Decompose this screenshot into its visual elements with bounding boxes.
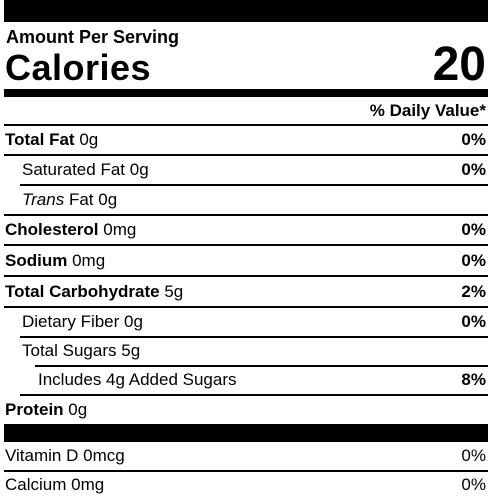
- nutrient-amount: 0g: [68, 400, 88, 419]
- vitamin-amount: 0mcg: [83, 446, 125, 465]
- vitamin-label: Vitamin D 0mcg: [5, 446, 125, 465]
- daily-value: 0%: [461, 446, 486, 465]
- daily-value: 0%: [461, 220, 486, 239]
- thick-rule: [4, 424, 488, 442]
- nutrient-label: Trans Fat 0g: [22, 190, 117, 209]
- amount-per-serving: Amount Per Serving: [6, 27, 180, 47]
- nutrient-label: Includes 4g Added Sugars: [38, 370, 236, 389]
- nutrient-label-italic: Trans: [22, 190, 65, 209]
- vitamin-row: Calcium 0mg 0%: [5, 471, 486, 499]
- vitamin-name: Calcium: [5, 475, 67, 494]
- daily-value-heading: % Daily Value*: [369, 101, 486, 120]
- nutrient-name: Dietary Fiber: [22, 312, 120, 331]
- nutrient-label: Total Sugars 5g: [22, 341, 140, 360]
- nutrient-name: Includes 4g Added Sugars: [38, 370, 237, 389]
- nutrient-row: Cholesterol 0mg 0%: [5, 216, 486, 244]
- nutrient-row: Total Sugars 5g: [5, 337, 486, 365]
- nutrient-amount: 0g: [98, 190, 118, 209]
- rule: [4, 244, 488, 246]
- nutrient-amount: 0g: [129, 160, 149, 179]
- nutrient-name: Total Carbohydrate: [5, 282, 160, 301]
- nutrient-label: Dietary Fiber 0g: [22, 312, 143, 331]
- daily-value: 2%: [461, 282, 486, 301]
- nutrient-name: Protein: [5, 400, 64, 419]
- nutrient-row: Total Fat 0g 0%: [5, 126, 486, 154]
- daily-value: 8%: [461, 370, 486, 389]
- thick-rule: [4, 89, 488, 97]
- nutrient-name: Total Fat: [5, 130, 75, 149]
- nutrient-label: Saturated Fat 0g: [22, 160, 149, 179]
- daily-value: 0%: [461, 312, 486, 331]
- nutrient-amount: 5g: [164, 282, 184, 301]
- rule: [4, 124, 488, 126]
- nutrient-label: Sodium 0mg: [5, 251, 105, 270]
- nutrient-label: Total Carbohydrate 5g: [5, 282, 183, 301]
- daily-value: 0%: [461, 160, 486, 179]
- nutrient-row: Saturated Fat 0g 0%: [5, 156, 486, 184]
- daily-value: 0%: [461, 251, 486, 270]
- rule: [20, 336, 488, 338]
- rule: [4, 470, 488, 472]
- nutrient-amount: 0mg: [103, 220, 137, 239]
- calories-label: Calories: [5, 47, 152, 88]
- rule: [4, 154, 488, 156]
- rule: [35, 365, 488, 367]
- rule: [4, 275, 488, 277]
- nutrient-amount: 0mg: [72, 251, 106, 270]
- nutrient-row: Includes 4g Added Sugars 8%: [5, 366, 486, 394]
- rule: [20, 394, 488, 396]
- rule: [4, 214, 488, 216]
- nutrient-name: Sodium: [5, 251, 68, 270]
- nutrient-row: Dietary Fiber 0g 0%: [5, 308, 486, 336]
- top-bar: [4, 0, 488, 22]
- rule: [20, 184, 488, 186]
- nutrient-row: Protein 0g: [5, 396, 486, 424]
- nutrient-row: Total Carbohydrate 5g 2%: [5, 278, 486, 306]
- nutrient-name: Total Sugars: [22, 341, 117, 360]
- nutrient-name: Cholesterol: [5, 220, 99, 239]
- daily-value: 0%: [461, 475, 486, 494]
- nutrient-label: Protein 0g: [5, 400, 87, 419]
- rule: [4, 306, 488, 308]
- calories-value: 20: [432, 38, 486, 91]
- vitamin-amount: 0mg: [71, 475, 105, 494]
- vitamin-name: Vitamin D: [5, 446, 79, 465]
- nutrient-label: Cholesterol 0mg: [5, 220, 136, 239]
- nutrient-row: Sodium 0mg 0%: [5, 247, 486, 275]
- vitamin-label: Calcium 0mg: [5, 475, 104, 494]
- nutrient-amount: 5g: [121, 341, 141, 360]
- nutrient-name: Fat: [68, 190, 94, 209]
- vitamin-row: Vitamin D 0mcg 0%: [5, 442, 486, 470]
- nutrient-label: Total Fat 0g: [5, 130, 98, 149]
- nutrient-row: Trans Fat 0g: [5, 186, 486, 214]
- nutrient-amount: 0g: [79, 130, 99, 149]
- nutrient-name: Saturated Fat: [22, 160, 126, 179]
- nutrient-amount: 0g: [124, 312, 143, 331]
- daily-value: 0%: [461, 130, 486, 149]
